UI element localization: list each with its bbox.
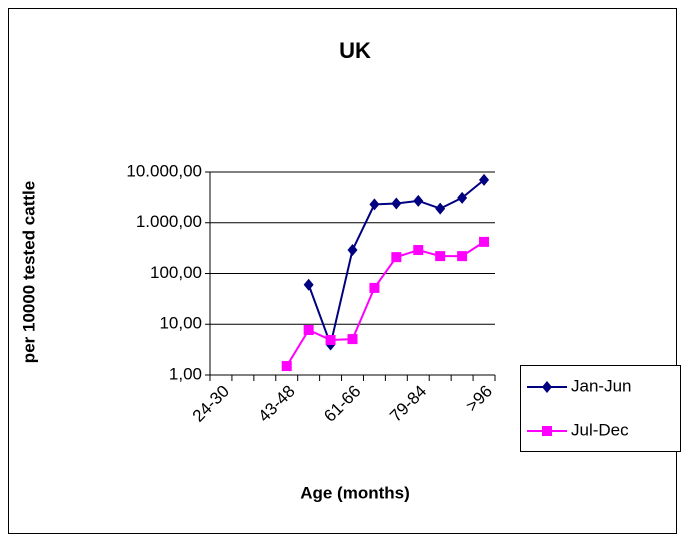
legend-label: Jan-Jun: [571, 376, 631, 395]
marker: [303, 278, 314, 291]
y-tick-label: 100,00: [150, 263, 202, 282]
marker: [347, 244, 358, 257]
legend-marker: [542, 381, 552, 393]
marker: [391, 252, 402, 263]
marker: [435, 202, 446, 215]
chart-title: UK: [339, 38, 371, 63]
marker: [369, 282, 380, 293]
y-tick-label: 10,00: [159, 314, 202, 333]
marker: [347, 334, 358, 345]
legend: [520, 365, 681, 452]
marker: [479, 173, 490, 186]
marker: [325, 334, 336, 345]
y-axis-title: per 10000 tested cattle: [19, 181, 38, 363]
legend-marker: [542, 426, 552, 436]
marker: [457, 251, 468, 262]
y-tick-label: 1,00: [169, 364, 202, 383]
y-tick-label: 10.000,00: [126, 161, 202, 180]
legend-label: Jul-Dec: [571, 420, 629, 439]
marker: [281, 361, 292, 372]
marker: [413, 194, 424, 207]
chart-border: [8, 8, 677, 534]
marker: [479, 236, 490, 247]
marker: [413, 245, 424, 256]
marker: [303, 325, 314, 336]
series-line: [285, 241, 485, 367]
marker: [457, 191, 468, 204]
marker: [391, 197, 402, 210]
marker: [435, 251, 446, 262]
x-axis-title: Age (months): [300, 483, 410, 502]
marker: [369, 198, 380, 211]
y-tick-label: 1.000,00: [136, 212, 202, 231]
